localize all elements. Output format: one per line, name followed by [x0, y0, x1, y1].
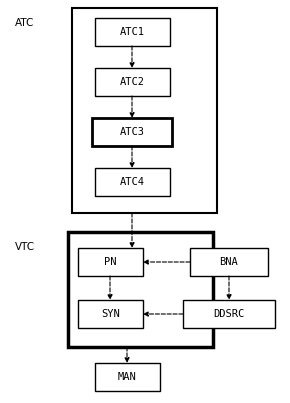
Bar	[92, 118, 172, 146]
Bar	[78, 300, 143, 328]
Text: ATC3: ATC3	[119, 127, 144, 137]
Bar	[72, 8, 217, 213]
Text: ATC1: ATC1	[120, 27, 145, 37]
Bar	[190, 248, 268, 276]
Bar	[183, 300, 275, 328]
Bar	[95, 363, 160, 391]
Text: MAN: MAN	[118, 372, 137, 382]
Text: ATC4: ATC4	[120, 177, 145, 187]
Bar	[78, 248, 143, 276]
Text: ATC: ATC	[15, 18, 35, 28]
Bar	[68, 232, 213, 347]
Text: SYN: SYN	[101, 309, 120, 319]
Text: PN: PN	[104, 257, 117, 267]
Bar	[95, 18, 170, 46]
Text: ATC2: ATC2	[120, 77, 145, 87]
Text: VTC: VTC	[15, 242, 35, 252]
Bar	[95, 68, 170, 96]
Text: BNA: BNA	[220, 257, 238, 267]
Text: DDSRC: DDSRC	[213, 309, 245, 319]
Bar	[95, 168, 170, 196]
